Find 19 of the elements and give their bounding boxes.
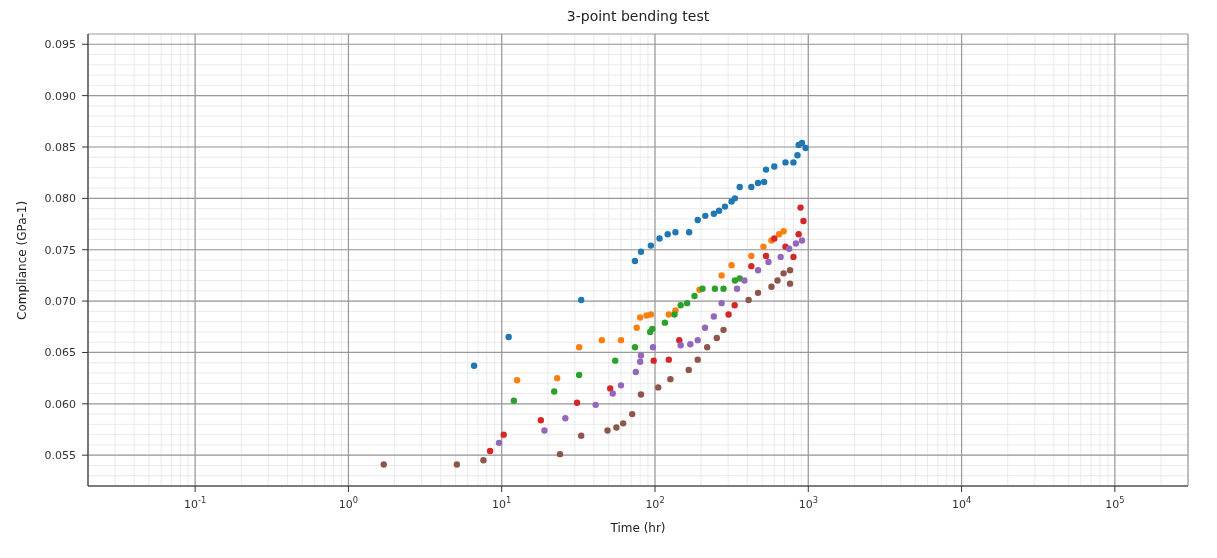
y-tick-label: 0.075 [44,243,76,257]
y-tick-label: 0.080 [44,192,76,206]
y-axis-title: Compliance (GPa-1) [15,200,30,320]
y-tick-label: 0.065 [44,346,76,360]
x-tick-label: 10$^{5}$ [1105,495,1125,511]
x-axis-title: Time (hr) [609,521,666,535]
x-tick-label: 10$^{1}$ [492,495,512,511]
x-tick-label: 10$^{3}$ [798,495,818,511]
y-tick-label: 0.090 [44,89,76,103]
x-tick-label: 10$^{-1}$ [184,495,207,511]
y-tick-label: 0.060 [44,397,76,411]
x-tick-label: 10$^{0}$ [338,495,359,511]
y-tick-label: 0.070 [44,295,76,309]
chart-title: 3-point bending test [565,8,711,24]
y-tick-label: 0.085 [44,141,76,154]
y-tick-label: 0.095 [44,38,76,52]
x-tick-label: 10$^{2}$ [645,495,665,511]
x-tick-label: 10$^{4}$ [951,495,972,511]
y-tick-label: 0.055 [44,449,76,463]
